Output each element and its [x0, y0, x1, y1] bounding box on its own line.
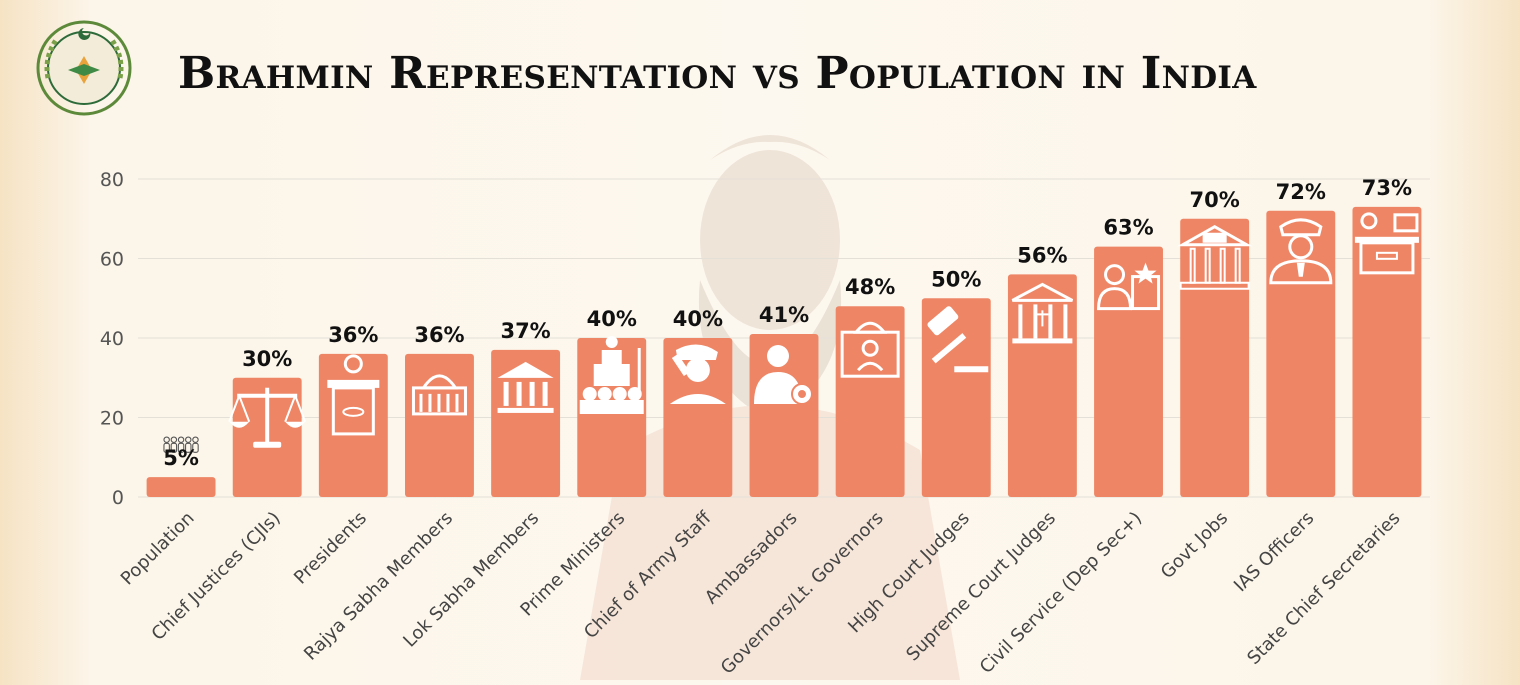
data-label: 50% — [931, 267, 981, 291]
data-label: 36% — [328, 323, 378, 347]
bar — [318, 353, 388, 497]
x-tick-label: Rajya Sabha Members — [300, 508, 457, 665]
data-label: 48% — [845, 275, 895, 299]
parliament-dome-icon — [411, 374, 467, 416]
crowd-icon — [163, 436, 199, 453]
x-tick-label: Population — [117, 508, 199, 590]
bar — [1094, 246, 1163, 497]
data-label: 36% — [414, 323, 464, 347]
civil-servant-office-icon — [1097, 262, 1161, 311]
scales-of-justice-icon — [228, 387, 307, 448]
data-label: 40% — [587, 307, 637, 331]
data-label: 37% — [500, 319, 550, 343]
podium-speaker-icon — [327, 354, 380, 436]
saluting-soldier-icon — [669, 344, 726, 404]
y-tick-label: 80 — [100, 169, 124, 191]
bar — [835, 306, 905, 497]
prime-minister-podium-icon — [579, 336, 644, 414]
bar — [405, 353, 474, 497]
x-tick-label: Civil Service (Dep Sec+) — [976, 508, 1146, 678]
bar — [146, 477, 216, 497]
bar — [921, 298, 991, 497]
cisss-logo-icon — [36, 20, 132, 116]
x-tick-label: Govt Jobs — [1157, 508, 1232, 583]
x-tick-label: Supreme Court Judges — [902, 508, 1060, 666]
governor-capitol-icon — [840, 321, 900, 378]
data-label: 40% — [673, 307, 723, 331]
bar — [1007, 274, 1077, 497]
data-label: 56% — [1017, 243, 1067, 267]
bar-icons — [163, 212, 1419, 453]
pillared-building-icon — [497, 361, 554, 413]
secretary-desk-icon — [1354, 212, 1419, 275]
y-tick-label: 40 — [100, 328, 124, 350]
ambassador-award-icon — [754, 345, 813, 406]
police-officer-icon — [1269, 218, 1333, 285]
y-tick-label: 20 — [100, 408, 124, 430]
x-tick-label: IAS Officers — [1230, 508, 1318, 596]
chart-title: Brahmin Representation vs Population in … — [178, 48, 1257, 99]
x-tick-label: Presidents — [290, 508, 371, 589]
bar — [1266, 210, 1336, 498]
data-label: 73% — [1362, 176, 1412, 200]
data-label: 63% — [1103, 216, 1153, 240]
bar — [663, 338, 733, 497]
data-label: 5% — [163, 446, 199, 470]
x-tick-label: State Chief Secretaries — [1243, 508, 1404, 669]
supreme-court-icon — [1011, 282, 1074, 344]
y-tick-label: 0 — [112, 487, 124, 509]
data-label: 30% — [242, 347, 292, 371]
data-label: 70% — [1190, 188, 1240, 212]
data-label: 72% — [1276, 180, 1326, 204]
gov-building-icon — [1176, 225, 1253, 290]
bar — [1352, 206, 1422, 497]
gavel-icon — [927, 306, 989, 373]
x-tick-label: Governors/Lt. Governors — [717, 508, 888, 679]
y-axis-ticks: 0 20 40 60 80 — [100, 169, 124, 509]
y-tick-label: 60 — [100, 249, 124, 271]
data-label: 41% — [759, 303, 809, 327]
data-labels: 5% 30% 36% 36% 37% 40% 40% 41% 48% 50% 56% 63% 70% 72… — [163, 176, 1412, 470]
